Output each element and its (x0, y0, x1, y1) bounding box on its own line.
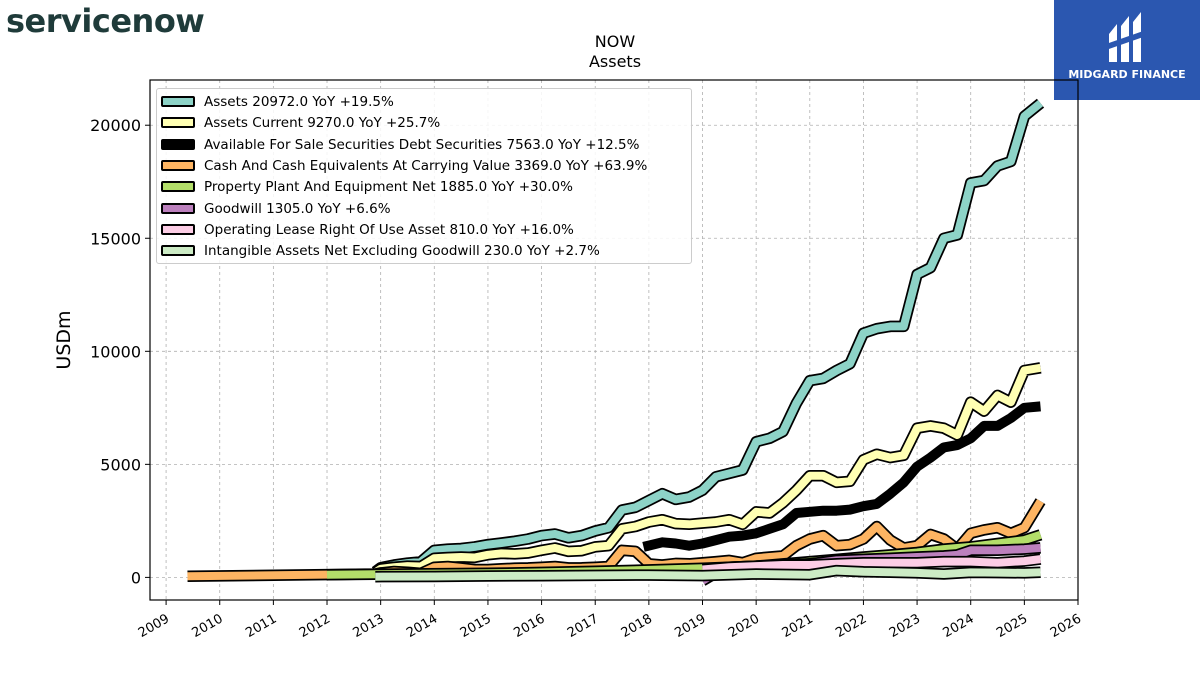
series-line (373, 363, 1042, 576)
y-tick-label: 20000 (90, 116, 141, 135)
brand-logo: MIDGARD FINANCE (1054, 0, 1200, 100)
series-line (642, 401, 1041, 552)
y-tick-label: 5000 (100, 455, 141, 474)
legend-label: Property Plant And Equipment Net 1885.0 … (204, 179, 573, 196)
legend-swatch (161, 117, 195, 129)
legend-entry: Cash And Cash Equivalents At Carrying Va… (157, 157, 691, 177)
legend-swatch (161, 159, 195, 171)
legend-swatch (161, 96, 195, 107)
x-tick-label: 2019 (672, 611, 708, 641)
legend-label: Goodwill 1305.0 YoY +6.6% (204, 200, 391, 217)
x-tick-label: 2022 (833, 611, 869, 641)
y-tick-label: 15000 (90, 229, 141, 248)
series-line (375, 566, 1041, 581)
legend-entry: Assets 20972.0 YoY +19.5% (157, 93, 691, 113)
chart-title: NOW (594, 32, 636, 51)
series-7 (375, 564, 1041, 583)
x-tick-label: 2013 (350, 611, 386, 641)
series-6 (702, 553, 1042, 576)
x-tick-label: 2009 (136, 611, 172, 641)
x-tick-label: 2021 (780, 611, 816, 641)
x-tick-label: 2020 (726, 611, 762, 641)
series-line (372, 100, 1044, 575)
x-tick-label: 2025 (994, 611, 1030, 641)
y-tick-label: 10000 (90, 342, 141, 361)
series-0 (371, 98, 1045, 577)
legend-label: Assets Current 9270.0 YoY +25.7% (204, 115, 441, 132)
x-tick-label: 2018 (619, 611, 655, 641)
x-tick-label: 2023 (887, 611, 923, 641)
legend-entry: Operating Lease Right Of Use Asset 810.0… (157, 221, 691, 241)
x-tick-label: 2017 (565, 611, 601, 641)
y-axis-label: USDm (53, 310, 75, 369)
x-tick-label: 2010 (190, 611, 226, 641)
legend-swatch (161, 202, 195, 214)
x-tick-label: 2016 (511, 611, 547, 641)
legend-entry: Assets Current 9270.0 YoY +25.7% (157, 114, 691, 134)
x-tick-label: 2014 (404, 611, 440, 641)
legend-label: Available For Sale Securities Debt Secur… (204, 136, 640, 153)
legend-swatch (161, 181, 195, 193)
series-line (702, 555, 1041, 574)
legend-swatch (161, 245, 195, 257)
x-tick-label: 2011 (243, 611, 279, 641)
legend-entry: Intangible Assets Net Excluding Goodwill… (157, 242, 691, 262)
x-tick-label: 2024 (941, 611, 977, 641)
legend-entry: Property Plant And Equipment Net 1885.0 … (157, 178, 691, 198)
legend-swatch (161, 138, 195, 150)
brand-mark-icon (1106, 12, 1146, 62)
legend-swatch (161, 223, 195, 235)
company-logo: servicenow (6, 2, 205, 40)
legend-label: Intangible Assets Net Excluding Goodwill… (204, 243, 600, 260)
legend-label: Assets 20972.0 YoY +19.5% (204, 94, 394, 110)
series-1 (372, 362, 1042, 578)
y-tick-label: 0 (131, 568, 141, 587)
legend-label: Operating Lease Right Of Use Asset 810.0… (204, 221, 574, 238)
legend-label: Cash And Cash Equivalents At Carrying Va… (204, 157, 648, 174)
chart-subtitle: Assets (588, 52, 642, 71)
legend-entry: Goodwill 1305.0 YoY +6.6% (157, 200, 691, 220)
x-tick-label: 2015 (458, 611, 494, 641)
plot-frame (149, 79, 1079, 601)
series-2 (642, 401, 1041, 552)
brand-name: MIDGARD FINANCE (1068, 68, 1186, 81)
x-tick-label: 2026 (1048, 611, 1084, 641)
legend-entry: Available For Sale Securities Debt Secur… (157, 136, 691, 156)
chart-legend: Assets 20972.0 YoY +19.5% Assets Current … (156, 88, 692, 264)
x-tick-label: 2012 (297, 611, 333, 641)
